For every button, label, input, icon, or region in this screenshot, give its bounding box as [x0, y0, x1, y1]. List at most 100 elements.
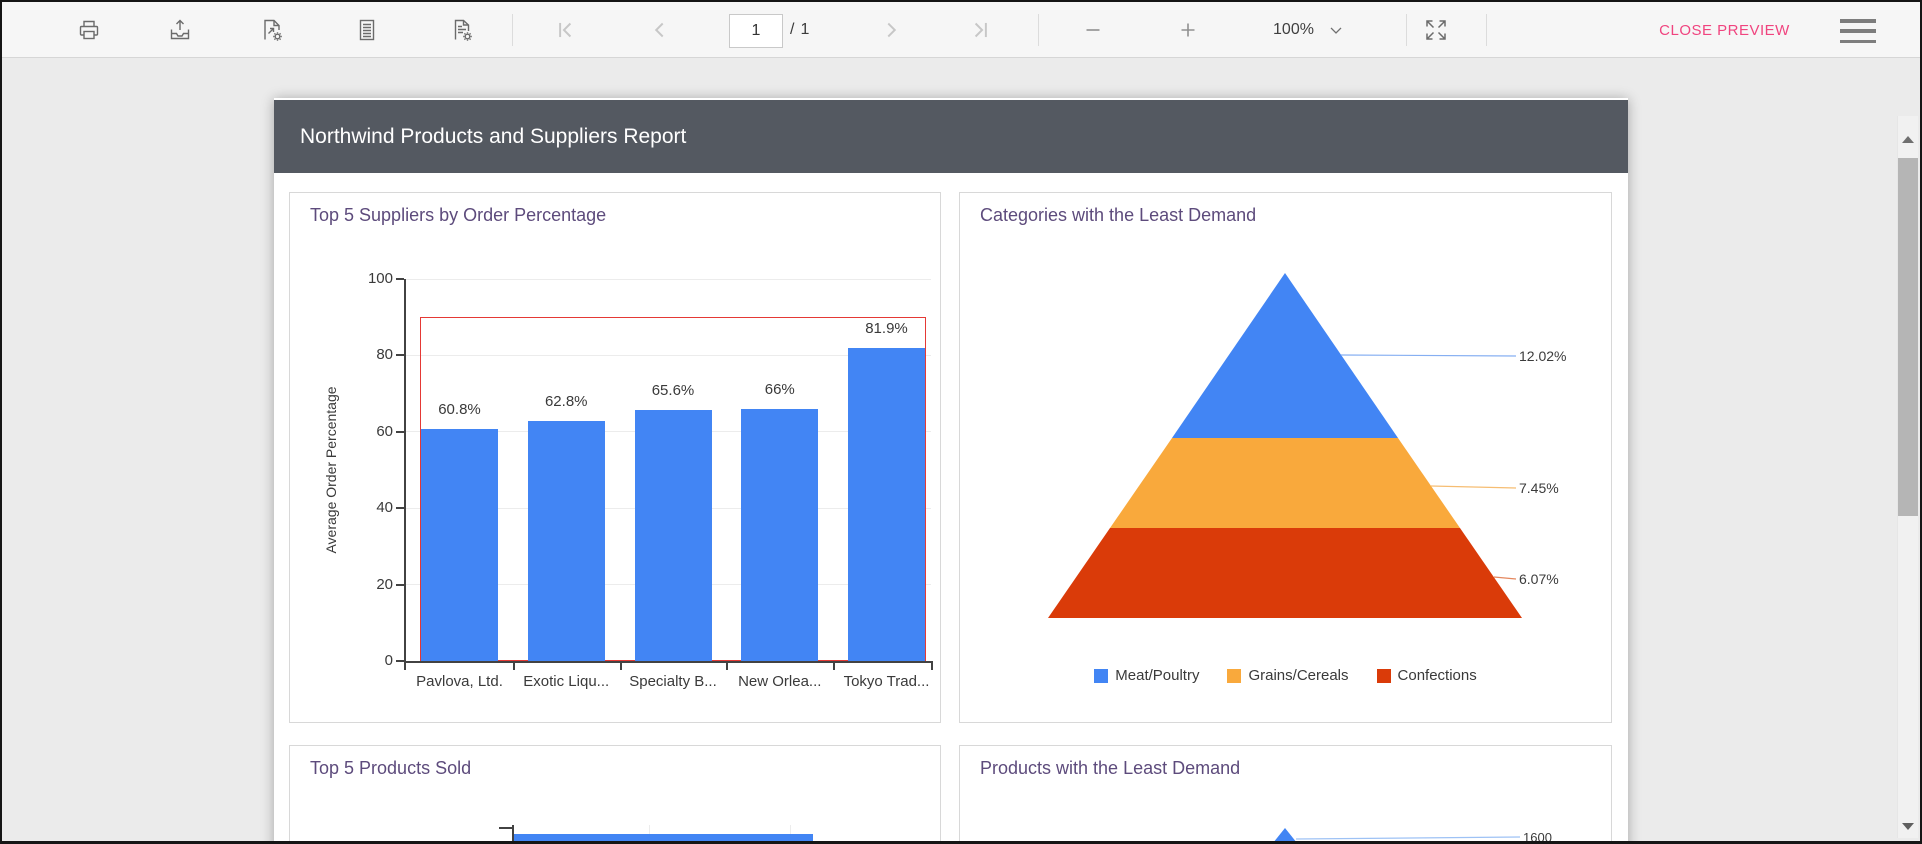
mini-pyramid-apex — [1272, 828, 1298, 844]
callout-line — [1295, 836, 1521, 840]
gridline — [406, 278, 931, 280]
scroll-down-icon[interactable] — [1902, 823, 1914, 830]
export-options-icon — [264, 19, 282, 41]
y-axis-tick-label: 60 — [376, 422, 393, 440]
category-label: Pavlova, Ltd. — [416, 673, 503, 690]
preview-area: Northwind Products and Suppliers Report … — [2, 58, 1920, 844]
hamburger-icon — [1840, 19, 1876, 23]
close-preview-button[interactable]: CLOSE PREVIEW — [1642, 2, 1807, 58]
category-label: New Orlea... — [738, 673, 822, 690]
chevron-down-icon — [1330, 27, 1342, 34]
y-axis-line — [404, 279, 406, 663]
toolbar: / 1 100% — [2, 2, 1920, 58]
scrollbar-thumb[interactable] — [1898, 158, 1918, 516]
bar — [741, 408, 819, 661]
bar-value-label: 60.8% — [438, 400, 481, 418]
legend-swatch — [1094, 668, 1109, 683]
zoom-out-button[interactable] — [1073, 10, 1113, 50]
first-page-icon — [559, 22, 572, 38]
category-label: Specialty B... — [629, 673, 717, 690]
pyramid-legend: Meat/Poultry Grains/Cereals Confections — [960, 667, 1611, 684]
page-count-separator: / — [790, 21, 795, 38]
export-options-button[interactable] — [252, 10, 292, 50]
y-axis-tick — [396, 660, 404, 662]
menu-button[interactable] — [1840, 19, 1876, 43]
report-header: Northwind Products and Suppliers Report — [274, 100, 1628, 173]
document-icon — [359, 19, 375, 41]
vertical-scrollbar[interactable] — [1897, 116, 1918, 838]
toolbar-separator — [1406, 14, 1407, 46]
y-axis-tick-label: 100 — [367, 270, 393, 287]
pyramid-section-grains-cereals — [1110, 438, 1460, 528]
bar — [848, 348, 925, 661]
plus-icon — [1181, 23, 1195, 37]
page-number-input[interactable] — [729, 14, 783, 48]
legend-swatch — [1376, 668, 1391, 683]
callout-line — [1430, 485, 1517, 489]
x-axis-tick — [726, 663, 729, 670]
mini-callout-label: 1600 — [1523, 830, 1552, 844]
chevron-right-icon — [887, 22, 897, 38]
x-axis-tick — [619, 663, 622, 670]
legend-item: Confections — [1376, 667, 1477, 684]
x-axis-tick — [512, 663, 515, 670]
zoom-level-dropdown[interactable]: 100% — [1242, 10, 1377, 50]
bar-value-label: 62.8% — [544, 393, 588, 411]
first-page-button[interactable] — [545, 10, 585, 50]
legend-label: Confections — [1397, 667, 1477, 684]
x-axis-tick — [833, 663, 836, 670]
x-axis-tick — [404, 663, 406, 670]
suppliers-plot: Average Order Percentage 0 20 40 60 80 100 60.… — [290, 193, 940, 722]
panel-least-demand-categories: Categories with the Least Demand 12.02% … — [959, 192, 1612, 723]
y-axis-tick — [396, 354, 404, 357]
bar — [634, 410, 712, 661]
panel-title: Products with the Least Demand — [980, 758, 1241, 778]
document-options-button[interactable] — [442, 10, 482, 50]
close-preview-label: CLOSE PREVIEW — [1659, 21, 1790, 39]
zoom-in-button[interactable] — [1168, 10, 1208, 50]
legend-item: Grains/Cereals — [1227, 667, 1349, 684]
bar — [527, 421, 605, 661]
callout-label: 12.02% — [1519, 348, 1567, 364]
bar — [421, 428, 498, 661]
scroll-up-icon[interactable] — [1902, 136, 1914, 143]
legend-item: Meat/Poultry — [1094, 667, 1199, 684]
category-label: Exotic Liqu... — [523, 673, 610, 690]
pyramid-section-meat-poultry — [1172, 273, 1398, 438]
mini-horizontal-bar — [514, 834, 813, 844]
mini-y-axis-line — [512, 825, 514, 844]
export-button[interactable] — [160, 10, 200, 50]
document-gear-icon — [454, 19, 472, 41]
callout-label: 6.07% — [1519, 571, 1559, 587]
toolbar-separator — [1038, 14, 1039, 46]
print-button[interactable] — [69, 10, 109, 50]
y-axis-tick — [396, 430, 404, 433]
x-axis-tick — [931, 663, 933, 670]
bar-value-label: 66% — [764, 380, 795, 398]
panel-title: Top 5 Products Sold — [310, 758, 472, 778]
fullscreen-button[interactable] — [1416, 10, 1456, 50]
y-axis-tick-label: 0 — [384, 652, 393, 669]
last-page-button[interactable] — [961, 10, 1001, 50]
prev-page-button[interactable] — [640, 10, 680, 50]
minus-icon — [1086, 29, 1100, 31]
next-page-button[interactable] — [871, 10, 911, 50]
callout-label: 7.45% — [1519, 480, 1559, 496]
mini-axis-tick — [499, 827, 512, 829]
legend-swatch — [1227, 668, 1242, 683]
legend-label: Meat/Poultry — [1115, 667, 1200, 684]
y-axis-tick-label: 20 — [376, 575, 393, 593]
pyramid-chart — [1048, 273, 1522, 618]
pyramid-section-confections — [1048, 528, 1522, 618]
callout-line — [1493, 576, 1517, 580]
zoom-level-label: 100% — [1273, 21, 1314, 38]
panel-title: Categories with the Least Demand — [980, 205, 1257, 225]
page-count-label: / 1 — [790, 2, 809, 58]
toolbar-separator — [512, 14, 513, 46]
y-axis-tick-label: 40 — [376, 499, 393, 517]
document-map-button[interactable] — [347, 10, 387, 50]
panel-top-products: Top 5 Products Sold — [289, 745, 941, 844]
chevron-left-icon — [654, 22, 664, 38]
y-axis-tick — [396, 278, 404, 280]
